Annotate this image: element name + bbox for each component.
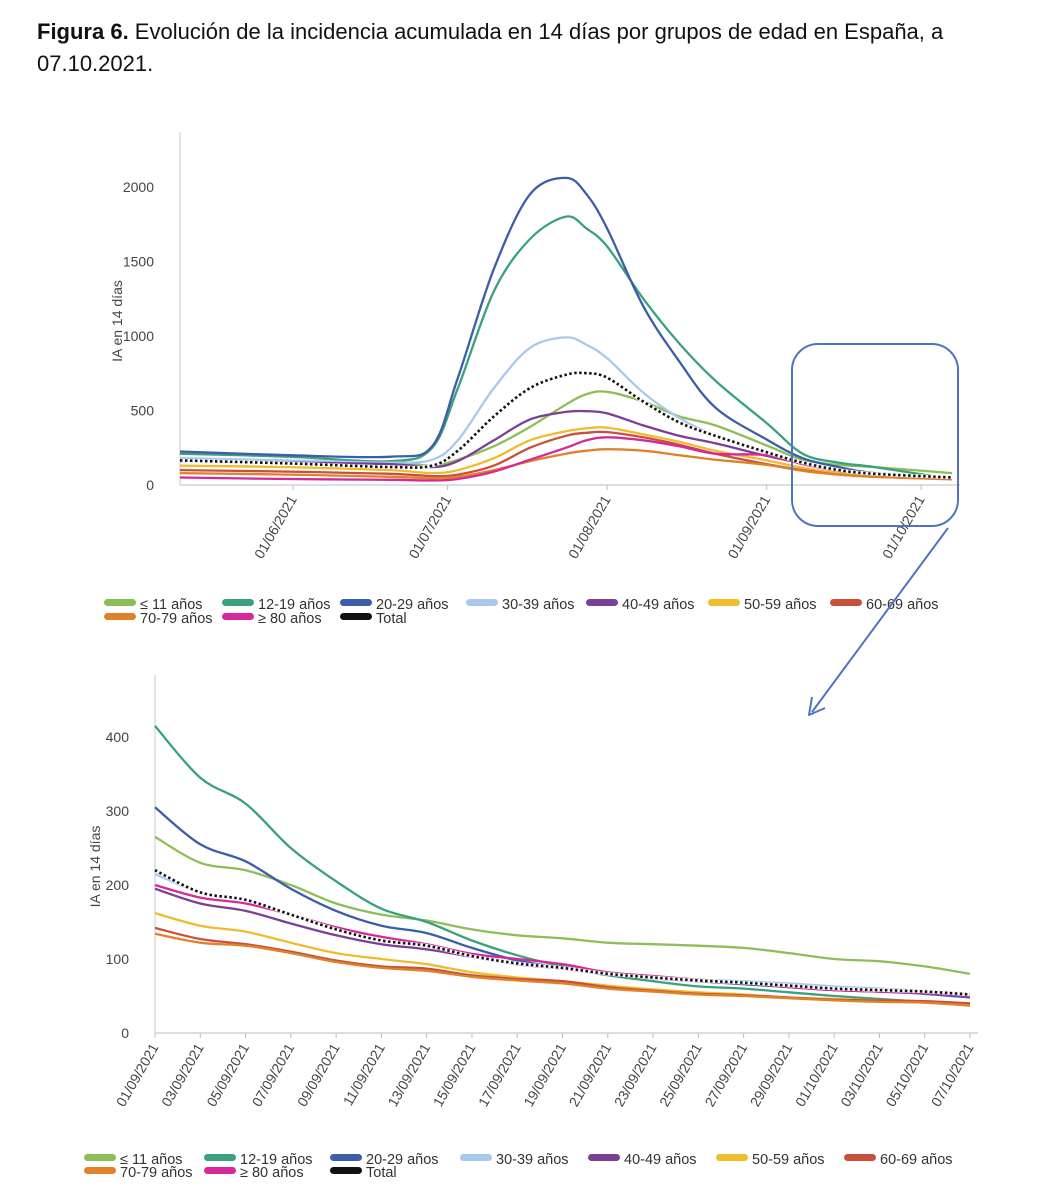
legend-swatch bbox=[204, 1154, 236, 1161]
y-tick-label: 0 bbox=[121, 1025, 129, 1041]
legend-label: 30-39 años bbox=[502, 597, 575, 613]
legend-label: Total bbox=[376, 611, 407, 627]
series-line bbox=[154, 725, 971, 1005]
x-tick-label: 01/09/2021 bbox=[113, 1040, 162, 1109]
x-tick-label: 15/09/2021 bbox=[430, 1040, 479, 1109]
legend-swatch bbox=[104, 599, 136, 606]
y-axis-title: IA en 14 días bbox=[109, 280, 125, 362]
y-tick-label: 400 bbox=[106, 729, 130, 745]
x-tick-label: 29/09/2021 bbox=[747, 1040, 796, 1109]
series-line-total-bg bbox=[154, 868, 971, 997]
series-line bbox=[154, 883, 971, 998]
x-tick-label: 23/09/2021 bbox=[611, 1040, 660, 1109]
y-tick-label: 100 bbox=[106, 951, 130, 967]
legend-label: 20-29 años bbox=[376, 597, 449, 613]
x-tick-label: 07/09/2021 bbox=[249, 1040, 298, 1109]
legend-swatch bbox=[830, 599, 862, 606]
y-tick-label: 200 bbox=[106, 877, 130, 893]
legend-label: 70-79 años bbox=[140, 611, 213, 627]
zoom-highlight-box bbox=[791, 343, 959, 527]
series-line bbox=[154, 887, 971, 998]
legend-label: 50-59 años bbox=[752, 1152, 825, 1168]
legend-label: 40-49 años bbox=[624, 1152, 697, 1168]
legend-swatch bbox=[222, 599, 254, 606]
x-tick-label: 19/09/2021 bbox=[520, 1040, 569, 1109]
legend-swatch bbox=[460, 1154, 492, 1161]
x-tick-label: 01/09/2021 bbox=[724, 492, 773, 561]
x-tick-label: 01/08/2021 bbox=[565, 492, 614, 561]
legend-label: 30-39 años bbox=[496, 1152, 569, 1168]
legend-label: ≥ 80 años bbox=[240, 1165, 304, 1181]
y-tick-label: 1500 bbox=[123, 253, 154, 269]
figure-caption-text: Evolución de la incidencia acumulada en … bbox=[37, 19, 944, 76]
legend-label: 60-69 años bbox=[866, 597, 939, 613]
legend-swatch bbox=[104, 613, 136, 620]
legend-swatch bbox=[586, 599, 618, 606]
legend-swatch bbox=[84, 1154, 116, 1161]
y-axis-title: IA en 14 días bbox=[87, 826, 103, 908]
legend-label: 12-19 años bbox=[258, 597, 331, 613]
series-line bbox=[154, 932, 971, 1007]
x-tick-label: 07/10/2021 bbox=[928, 1040, 977, 1109]
x-tick-label: 03/10/2021 bbox=[837, 1040, 886, 1109]
x-tick-label: 01/10/2021 bbox=[792, 1040, 841, 1109]
series-line bbox=[154, 835, 971, 975]
legend-swatch bbox=[716, 1154, 748, 1161]
x-tick-label: 21/09/2021 bbox=[565, 1040, 614, 1109]
zoom-arrow-head bbox=[808, 696, 826, 716]
y-tick-label: 2000 bbox=[123, 179, 154, 195]
legend-swatch bbox=[466, 599, 498, 606]
legend-swatch bbox=[340, 613, 372, 620]
series-line bbox=[179, 448, 953, 481]
legend-swatch bbox=[588, 1154, 620, 1161]
legend-swatch bbox=[204, 1167, 236, 1174]
x-tick-label: 27/09/2021 bbox=[701, 1040, 750, 1109]
legend-swatch bbox=[340, 599, 372, 606]
x-tick-label: 17/09/2021 bbox=[475, 1040, 524, 1109]
legend-swatch bbox=[84, 1167, 116, 1174]
series-line bbox=[179, 176, 953, 479]
series-line-total bbox=[154, 869, 971, 996]
legend-swatch bbox=[330, 1154, 362, 1161]
x-tick-label: 13/09/2021 bbox=[384, 1040, 433, 1109]
legend-label: ≤ 11 años bbox=[120, 1152, 183, 1168]
legend-label: ≥ 80 años bbox=[258, 611, 322, 627]
y-tick-label: 500 bbox=[131, 402, 155, 418]
figure-caption: Figura 6. Evolución de la incidencia acu… bbox=[37, 16, 1047, 80]
legend-label: 60-69 años bbox=[880, 1152, 953, 1168]
legend-swatch bbox=[844, 1154, 876, 1161]
x-tick-label: 25/09/2021 bbox=[656, 1040, 705, 1109]
legend-label: 12-19 años bbox=[240, 1152, 313, 1168]
x-tick-label: 05/09/2021 bbox=[203, 1040, 252, 1109]
series-line bbox=[179, 215, 953, 481]
zoom-arrow-line bbox=[811, 527, 949, 713]
series-line bbox=[154, 872, 971, 995]
figure-label: Figura 6. bbox=[37, 19, 129, 44]
x-tick-label: 01/06/2021 bbox=[251, 492, 300, 561]
x-tick-label: 03/09/2021 bbox=[158, 1040, 207, 1109]
legend-label: 40-49 años bbox=[622, 597, 695, 613]
legend-swatch bbox=[222, 613, 254, 620]
legend-label: 70-79 años bbox=[120, 1165, 193, 1181]
x-tick-label: 11/09/2021 bbox=[340, 1040, 388, 1108]
y-tick-label: 300 bbox=[106, 803, 130, 819]
x-tick-label: 09/09/2021 bbox=[294, 1040, 343, 1109]
legend-label: 50-59 años bbox=[744, 597, 817, 613]
legend-swatch bbox=[708, 599, 740, 606]
y-tick-label: 0 bbox=[146, 477, 154, 493]
series-line bbox=[179, 426, 953, 480]
x-tick-label: 05/10/2021 bbox=[882, 1040, 931, 1109]
legend-label: Total bbox=[366, 1165, 397, 1181]
y-tick-label: 1000 bbox=[123, 328, 154, 344]
legend-swatch bbox=[330, 1167, 362, 1174]
x-tick-label: 01/07/2021 bbox=[405, 492, 454, 561]
legend-label: 20-29 años bbox=[366, 1152, 439, 1168]
legend-label: ≤ 11 años bbox=[140, 597, 203, 613]
series-line-total bbox=[179, 371, 953, 479]
